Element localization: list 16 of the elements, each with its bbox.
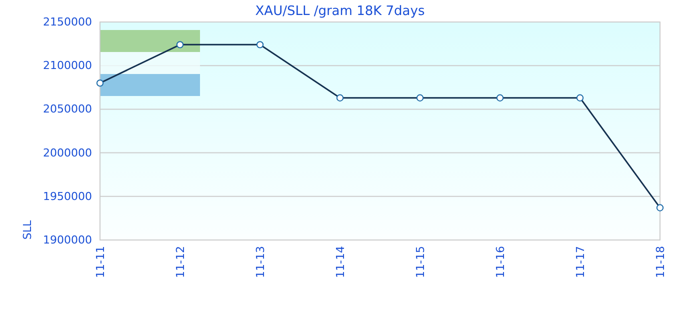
y-tick-label: 2150000	[43, 16, 92, 29]
y-tick-label: 1950000	[43, 190, 92, 203]
y-axis-title: SLL	[21, 220, 34, 240]
x-tick-label: 11-15	[414, 246, 427, 278]
x-tick-label: 11-16	[494, 246, 507, 278]
y-tick-label: 2000000	[43, 146, 92, 160]
x-tick-label: 11-17	[574, 246, 587, 278]
x-tick-label: 11-13	[254, 246, 267, 278]
chart-title: XAU/SLL /gram 18K 7days	[255, 4, 425, 19]
x-tick-label: 11-14	[334, 246, 347, 278]
y-tick-label: 2050000	[43, 102, 92, 116]
x-tick-label: 11-12	[174, 246, 187, 278]
y-tick-label: 2100000	[43, 59, 92, 72]
x-tick-label: 11-18	[654, 246, 667, 278]
y-tick-label: 1900000	[43, 234, 92, 247]
x-tick-label: 11-11	[94, 246, 107, 278]
